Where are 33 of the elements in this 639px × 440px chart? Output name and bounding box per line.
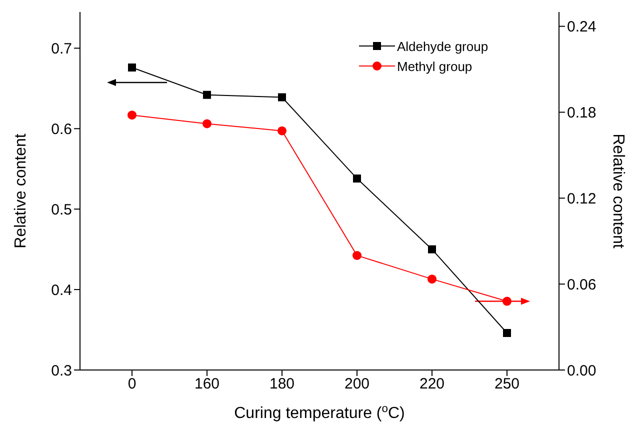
y-tick-label: 0.7 — [51, 40, 72, 58]
y2-tick-label: 0.24 — [567, 18, 596, 36]
point — [202, 119, 212, 128]
point — [128, 110, 136, 120]
y2-tick-label: 0.00 — [567, 362, 596, 380]
y-tick-label: 0.5 — [51, 201, 72, 218]
point — [128, 64, 136, 72]
y-tick-label: 0.3 — [51, 362, 72, 380]
point — [352, 250, 362, 260]
point — [502, 296, 512, 306]
y2-tick-label: 0.06 — [567, 276, 596, 294]
y-tick-label: 0.4 — [51, 282, 72, 299]
legend-label: Aldehyde group — [397, 38, 488, 54]
x-tick-label: 250 — [494, 376, 520, 393]
point — [428, 245, 436, 254]
y-tick-label: 0.6 — [51, 120, 72, 138]
x-tick-label: 160 — [194, 376, 220, 393]
y2-tick-label: 0.12 — [567, 190, 596, 208]
legend-label: Methyl group — [397, 58, 472, 74]
x-tick-label: 180 — [269, 376, 295, 393]
point — [353, 174, 361, 183]
point — [278, 126, 286, 136]
x-tick-label: 200 — [344, 376, 370, 393]
x-tick-label: 0 — [128, 376, 136, 393]
point — [503, 328, 511, 337]
x-axis-title: Curing temperature ($^{o}$C) — [234, 403, 405, 422]
y-axis-title: Relative content — [12, 133, 30, 248]
y2-tick-label: 0.18 — [567, 104, 596, 122]
point — [278, 93, 286, 102]
point — [203, 90, 211, 99]
point — [428, 274, 436, 284]
y2-axis-title: Relative content — [609, 134, 626, 249]
x-tick-label: 220 — [419, 376, 445, 393]
